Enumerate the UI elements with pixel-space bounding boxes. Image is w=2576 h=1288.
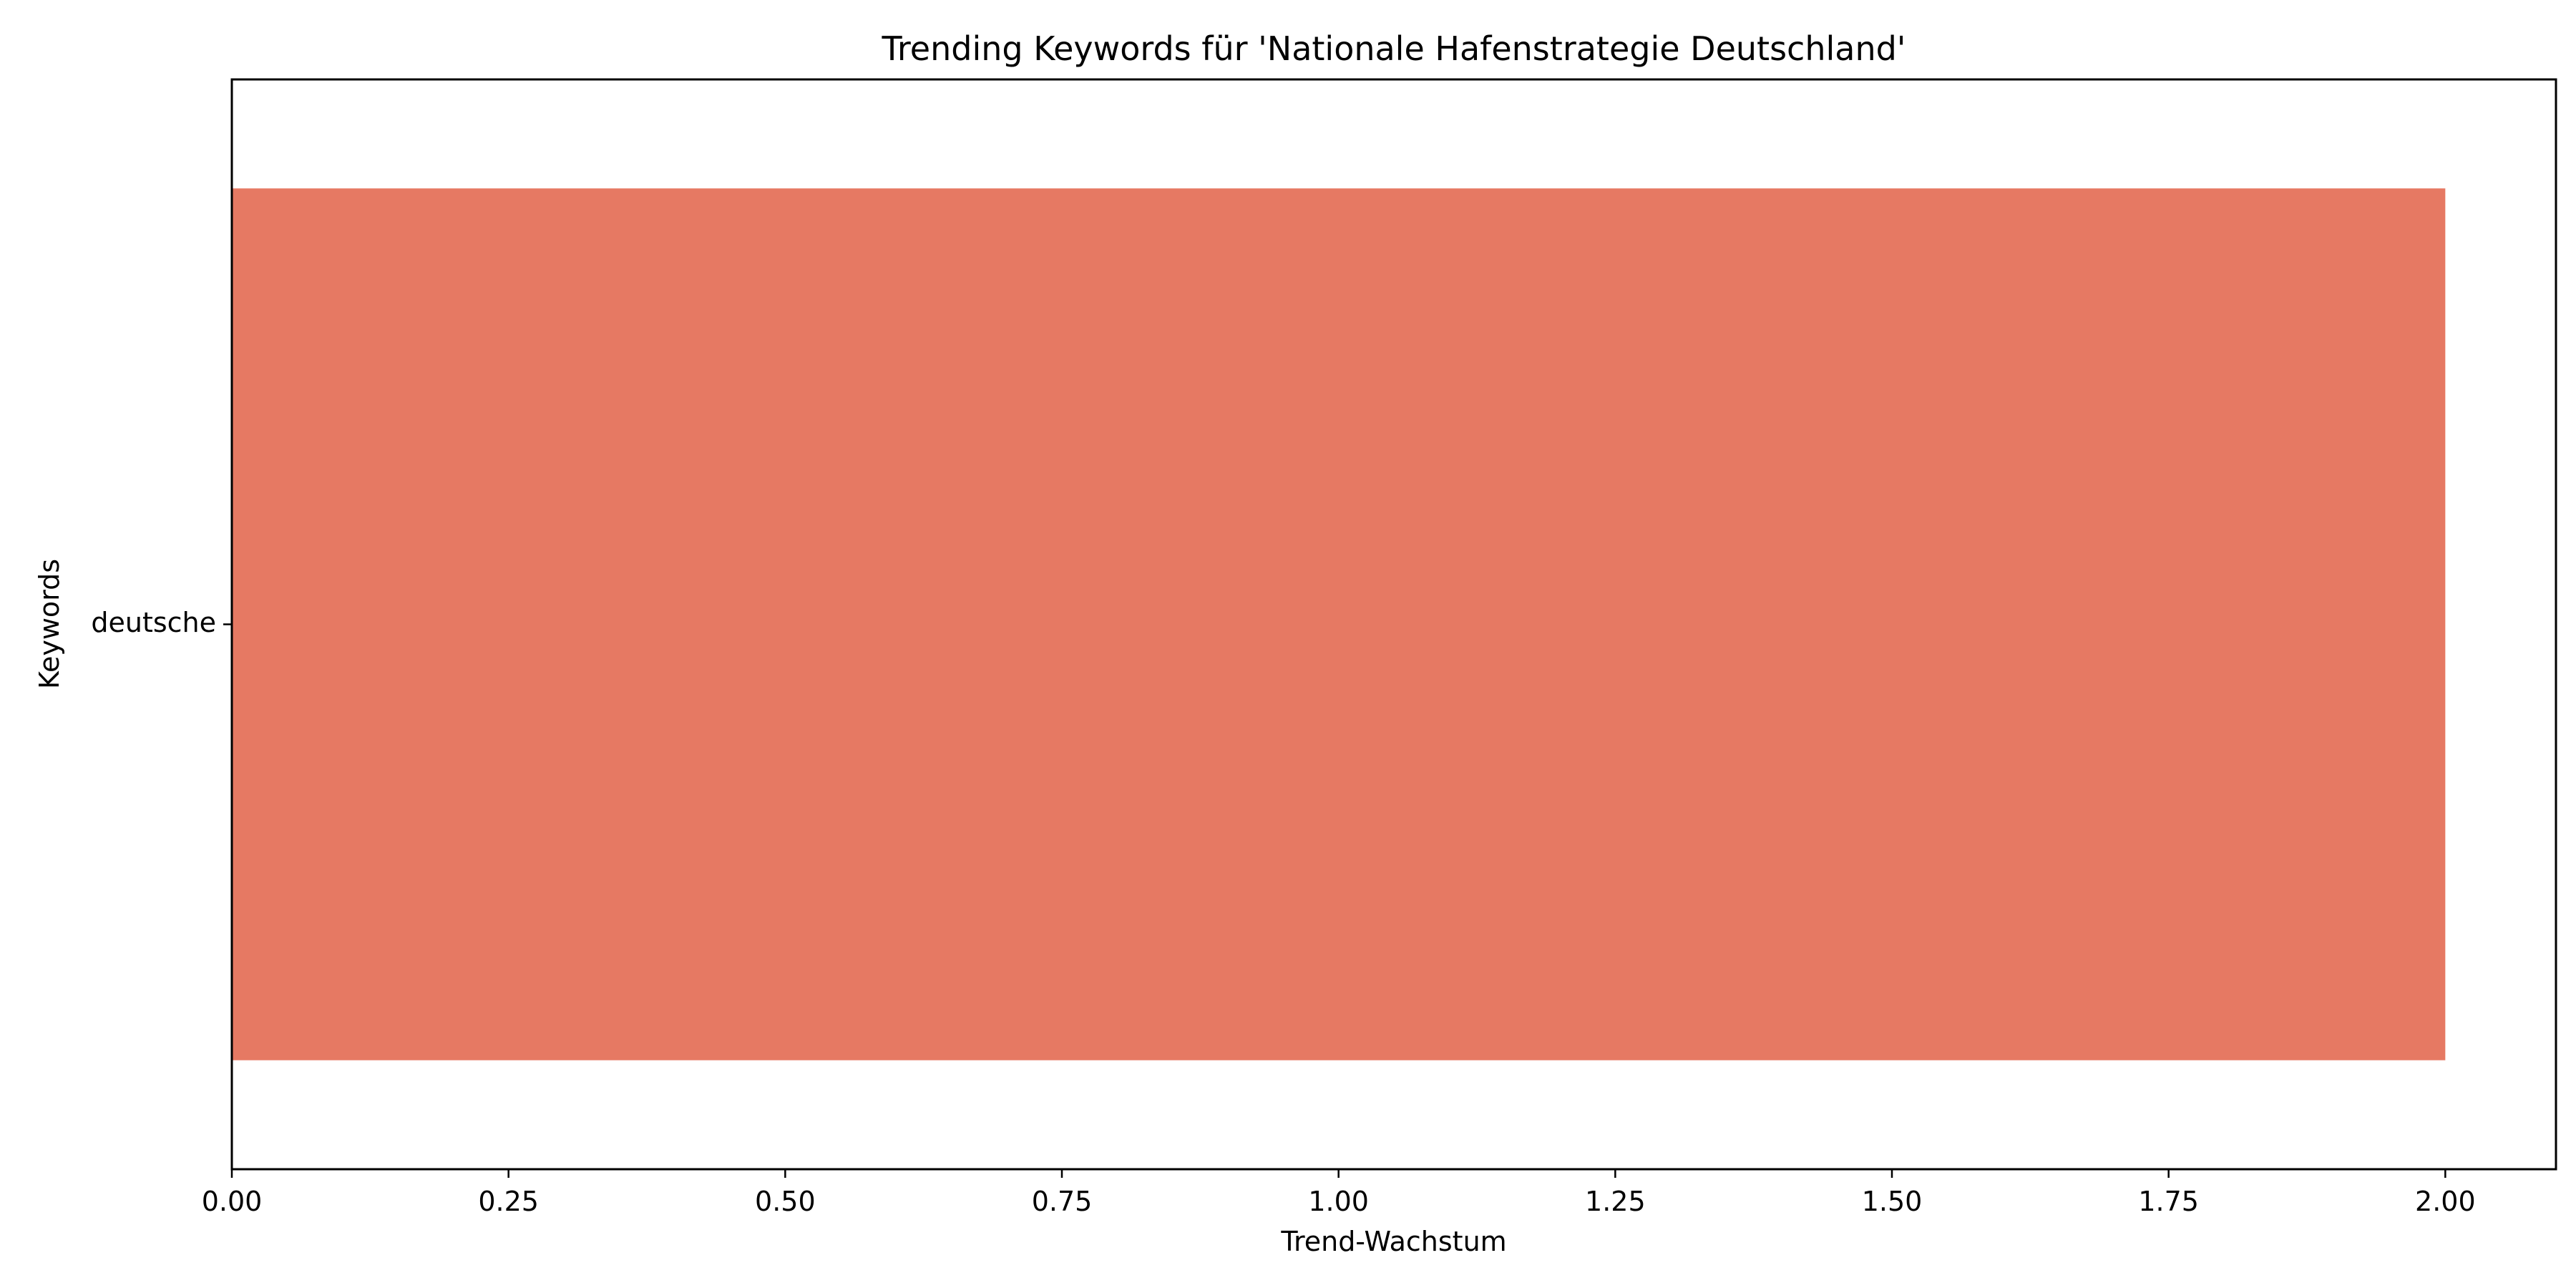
plot-area-frame (230, 78, 2557, 1171)
x-tick-label: 1.25 (1585, 1186, 1646, 1217)
x-tick-label: 1.00 (1308, 1186, 1369, 1217)
bar-deutsche (232, 188, 2446, 1060)
x-tick-label: 0.75 (1032, 1186, 1093, 1217)
y-axis-label: Keywords (34, 559, 65, 689)
x-tick-label: 0.25 (478, 1186, 539, 1217)
x-tick-label: 0.00 (202, 1186, 263, 1217)
x-tick-label: 2.00 (2415, 1186, 2476, 1217)
x-tick-label: 1.50 (1862, 1186, 1923, 1217)
chart-title: Trending Keywords für 'Nationale Hafenst… (882, 29, 1906, 68)
y-tick-label: deutsche (91, 607, 216, 638)
x-axis-label: Trend-Wachstum (1280, 1226, 1506, 1257)
x-tick-label: 0.50 (755, 1186, 816, 1217)
bar-layer (232, 188, 2446, 1060)
x-axis-ticks: 0.00 0.25 0.50 0.75 1.00 1.25 1.50 1.75 2.00 (202, 1169, 2476, 1217)
y-axis-ticks: deutsche (91, 607, 232, 638)
x-tick-label: 1.75 (2138, 1186, 2199, 1217)
